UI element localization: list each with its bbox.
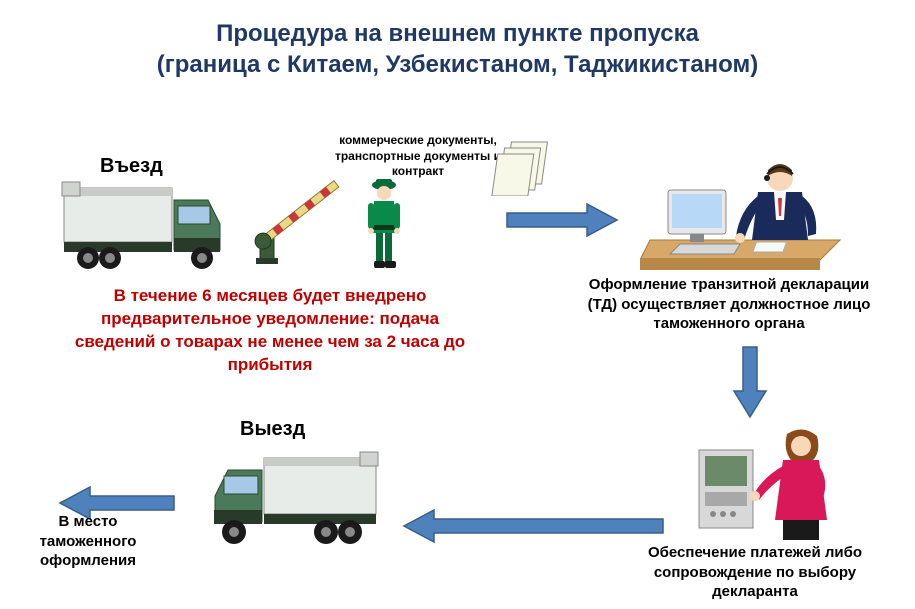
page-title: Процедура на внешнем пункте пропуска (гр… (0, 18, 915, 80)
payment-caption: Обеспечение платежей либо сопровождение … (610, 543, 900, 602)
destination-caption: В место таможенного оформления (18, 512, 158, 571)
barrier-icon (250, 180, 350, 270)
arrow-left-long-icon (400, 508, 665, 549)
red-notice-text: В течение 6 месяцев будет внедрено предв… (60, 285, 480, 377)
exit-label: Выезд (240, 418, 305, 441)
customs-officer-icon (640, 150, 850, 280)
arrow-right-1-icon (505, 202, 620, 243)
truck-entry-icon (60, 180, 240, 275)
title-line-2: (граница с Китаем, Узбекистаном, Таджики… (0, 49, 915, 80)
border-guard-icon (362, 175, 406, 275)
arrow-down-icon (732, 345, 768, 425)
truck-exit-icon (195, 450, 380, 550)
officer-caption: Оформление транзитной декларации (ТД) ос… (584, 275, 874, 334)
title-line-1: Процедура на внешнем пункте пропуска (0, 18, 915, 49)
entry-label: Въезд (100, 155, 163, 178)
declarant-payment-icon (695, 420, 855, 550)
documents-icon (490, 138, 552, 201)
documents-label: коммерческие документы, транспортные док… (323, 133, 513, 180)
